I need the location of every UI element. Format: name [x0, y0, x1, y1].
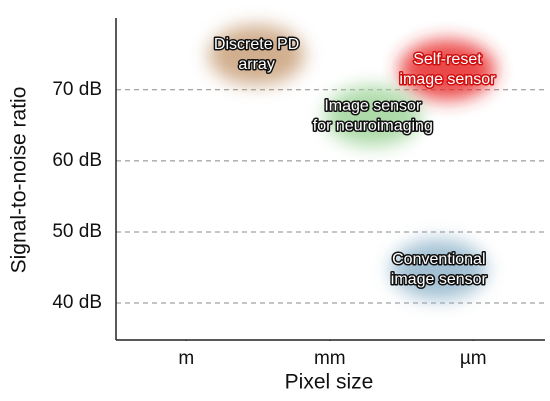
y-axis-label: Signal-to-noise ratio — [8, 87, 31, 274]
x-tick-label: µm — [460, 348, 487, 369]
x-tick-label: m — [178, 348, 194, 369]
point-blob — [399, 39, 496, 100]
x-tick-label: mm — [314, 348, 346, 369]
point-label: for neuroimaging — [313, 117, 433, 134]
point-blob — [324, 86, 421, 147]
point-blob — [208, 24, 305, 85]
y-tick-label: 70 dB — [52, 79, 102, 100]
point-label: Image sensor — [324, 97, 422, 114]
point-label: Conventional — [392, 251, 485, 268]
point-label: Self-reset — [413, 51, 482, 68]
y-tick-label: 60 dB — [52, 150, 102, 171]
point-label: image sensor — [399, 71, 496, 88]
point-label: Discrete PD — [214, 36, 299, 53]
y-tick-label: 50 dB — [52, 221, 102, 242]
point-label: image sensor — [391, 271, 488, 288]
x-axis-label: Pixel size — [285, 371, 374, 394]
y-tick-label: 40 dB — [52, 292, 102, 313]
point-blob — [390, 239, 487, 300]
point-label: array — [238, 56, 274, 73]
